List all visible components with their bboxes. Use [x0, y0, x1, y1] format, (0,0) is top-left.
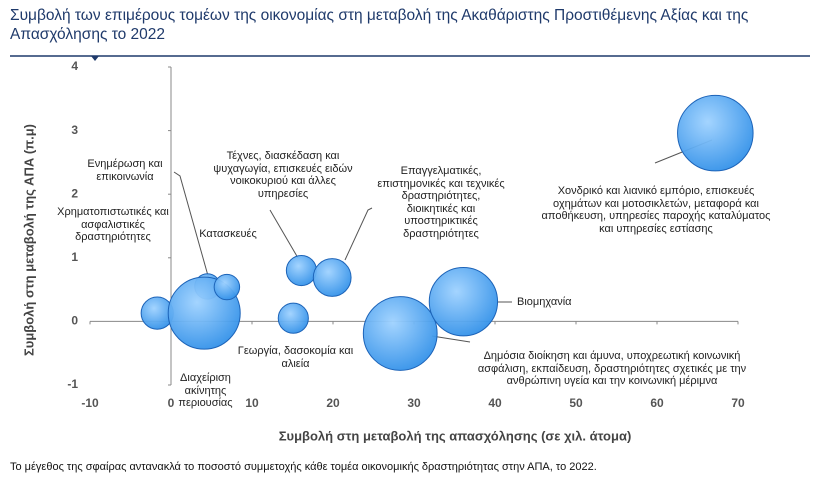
leader-line	[431, 335, 471, 343]
bubble-label: Βιομηχανία	[517, 296, 572, 308]
leader-line	[344, 207, 373, 261]
bubble-label: Γεωργία, δασοκομία και αλιεία	[237, 345, 354, 370]
bubble	[277, 302, 309, 334]
x-tick-label: 30	[407, 396, 421, 410]
bubble-label: Χρηματοπιστωτικές και ασφαλιστικές δραστ…	[57, 206, 169, 243]
y-tick-label: -1	[67, 377, 78, 391]
x-tick-label: 60	[650, 396, 664, 410]
y-tick-label: 4	[71, 59, 78, 73]
y-axis-title: Συμβολή στη μεταβολή της ΑΠΑ (π.μ)	[21, 124, 36, 356]
bubble-label: Διαχείριση ακίνητης περιουσίας	[178, 372, 233, 409]
bubble-label: Δημόσια διοίκηση και άμυνα, υποχρεωτική …	[477, 350, 747, 387]
x-tick-label: 20	[326, 396, 340, 410]
x-tick-label: 0	[168, 396, 175, 410]
bubble-label: Ενημέρωση και επικοινωνία	[87, 158, 163, 183]
title-marker	[91, 56, 99, 61]
x-tick-label: 10	[245, 396, 259, 410]
x-tick-label: 50	[569, 396, 583, 410]
bubble	[677, 94, 754, 172]
bubble-label: Χονδρικό και λιανικό εμπόριο, επισκευές …	[541, 185, 771, 235]
leader-line	[269, 209, 299, 259]
x-tick-label: -10	[81, 396, 99, 410]
y-tick-label: 2	[71, 186, 78, 200]
leader-line	[173, 171, 213, 291]
y-tick-label: 1	[71, 250, 78, 264]
chart-title: Συμβολή των επιμέρους τομέων της οικονομ…	[10, 7, 749, 43]
footnote: Το μέγεθος της σφαίρας αντανακλά το ποσο…	[10, 461, 597, 473]
bubble-label: Τέχνες, διασκέδαση και ψυχαγωγία, επισκε…	[213, 150, 353, 200]
x-tick-label: 70	[731, 396, 745, 410]
y-tick-label: 0	[71, 314, 78, 328]
x-axis-title: Συμβολή στη μεταβολή της απασχόλησης (σε…	[279, 428, 632, 443]
y-tick-label: 3	[71, 123, 78, 137]
bubble-label: Επαγγελματικές, επιστημονικές και τεχνικ…	[377, 165, 505, 240]
bubble	[362, 296, 438, 371]
bubble	[285, 254, 317, 287]
x-tick-label: 40	[488, 396, 502, 410]
bubble	[213, 273, 241, 301]
bubble	[428, 267, 499, 337]
bubble	[312, 258, 352, 297]
bubble-label: Κατασκευές	[199, 228, 257, 240]
